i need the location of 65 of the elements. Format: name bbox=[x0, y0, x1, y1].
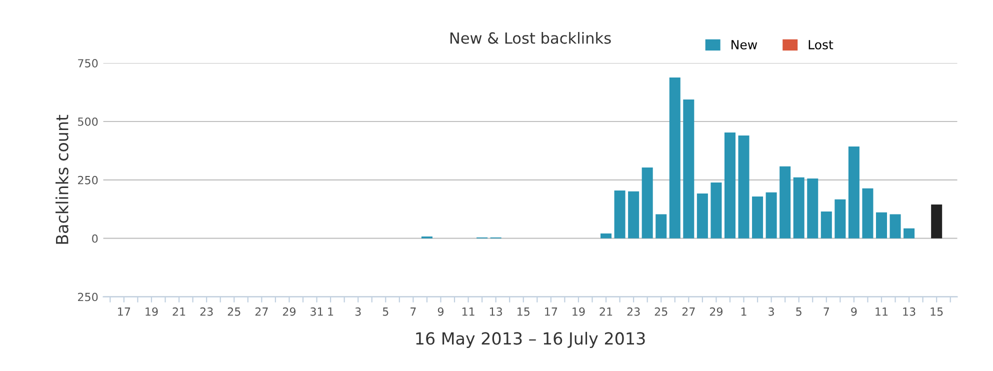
x-tick-label: 21 bbox=[172, 307, 186, 316]
bar bbox=[890, 214, 901, 238]
legend-label: New bbox=[732, 40, 758, 50]
bar bbox=[642, 168, 653, 238]
bar bbox=[931, 204, 942, 238]
x-tick-label: 7 bbox=[824, 308, 829, 316]
x-tick-label: 23 bbox=[200, 307, 213, 316]
x-tick-label: 11 bbox=[876, 308, 888, 316]
bar bbox=[683, 100, 694, 238]
y-tick-label: 750 bbox=[78, 59, 98, 68]
legend-label: Lost bbox=[808, 40, 834, 50]
x-tick-label: 19 bbox=[146, 307, 158, 316]
bar bbox=[669, 78, 680, 238]
bar bbox=[793, 177, 804, 238]
x-tick-label: 17 bbox=[118, 308, 130, 316]
x-tick-label: 13 bbox=[903, 307, 916, 316]
bar bbox=[766, 192, 777, 238]
bar bbox=[820, 211, 832, 238]
bar bbox=[876, 212, 888, 238]
x-tick-label: 21 bbox=[600, 307, 612, 316]
bar bbox=[656, 214, 667, 238]
x-tick-label: 3 bbox=[355, 307, 361, 316]
y-tick-label: 250 bbox=[78, 292, 98, 302]
bar bbox=[807, 178, 818, 238]
bar bbox=[628, 191, 640, 238]
x-tick-label: 31 bbox=[310, 307, 323, 316]
y-tick-label: 0 bbox=[92, 234, 98, 243]
bar bbox=[848, 146, 860, 238]
x-tick-label: 29 bbox=[710, 307, 722, 316]
x-tick-label: 5 bbox=[382, 308, 388, 316]
x-tick-label: 15 bbox=[518, 308, 530, 316]
bar bbox=[904, 228, 915, 238]
bar bbox=[710, 182, 722, 238]
bar bbox=[752, 196, 764, 238]
bar bbox=[614, 190, 626, 238]
chart-title: New & Lost backlinks bbox=[450, 32, 611, 44]
x-tick-label: 27 bbox=[255, 307, 268, 316]
x-tick-label: 9 bbox=[438, 307, 444, 316]
bar bbox=[780, 166, 791, 238]
bar bbox=[600, 233, 612, 238]
x-tick-label: 1 bbox=[328, 308, 334, 316]
y-tick-label: 500 bbox=[78, 117, 98, 126]
x-tick-label: 1 bbox=[741, 308, 746, 316]
x-tick-label: 19 bbox=[572, 307, 585, 316]
y-tick-label: 250 bbox=[78, 176, 98, 184]
x-tick-label: 15 bbox=[930, 308, 943, 316]
bar bbox=[696, 193, 708, 238]
x-tick-label: 7 bbox=[410, 308, 416, 316]
x-tick-label: 23 bbox=[627, 307, 640, 316]
bar bbox=[862, 188, 874, 238]
x-tick-label: 13 bbox=[490, 307, 502, 316]
x-tick-label: 25 bbox=[228, 307, 240, 316]
x-tick-label: 29 bbox=[282, 307, 296, 316]
x-tick-label: 17 bbox=[545, 308, 558, 316]
bar bbox=[834, 199, 846, 238]
x-tick-label: 3 bbox=[768, 307, 774, 316]
y-axis-title: Backlinks count bbox=[56, 114, 68, 244]
x-axis-title: 16 May 2013 – 16 July 2013 bbox=[416, 332, 645, 348]
x-tick-label: 25 bbox=[654, 307, 668, 316]
x-tick-label: 5 bbox=[796, 308, 802, 316]
x-tick-label: 9 bbox=[851, 307, 857, 316]
x-tick-label: 11 bbox=[462, 308, 474, 316]
bar bbox=[724, 132, 736, 238]
bar bbox=[738, 136, 750, 238]
x-tick-label: 27 bbox=[682, 307, 695, 316]
